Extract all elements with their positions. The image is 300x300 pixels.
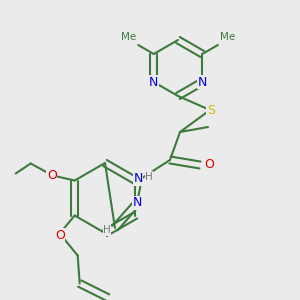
- Text: S: S: [207, 103, 215, 116]
- Text: O: O: [47, 169, 57, 182]
- Text: N: N: [198, 76, 207, 88]
- Text: N: N: [149, 76, 158, 88]
- Text: Me: Me: [220, 32, 235, 42]
- Text: N: N: [133, 172, 143, 185]
- Text: H: H: [145, 172, 153, 182]
- Text: Me: Me: [121, 32, 136, 42]
- Text: N: N: [132, 196, 142, 209]
- Text: H: H: [103, 225, 111, 235]
- Text: O: O: [55, 229, 64, 242]
- Text: O: O: [204, 158, 214, 172]
